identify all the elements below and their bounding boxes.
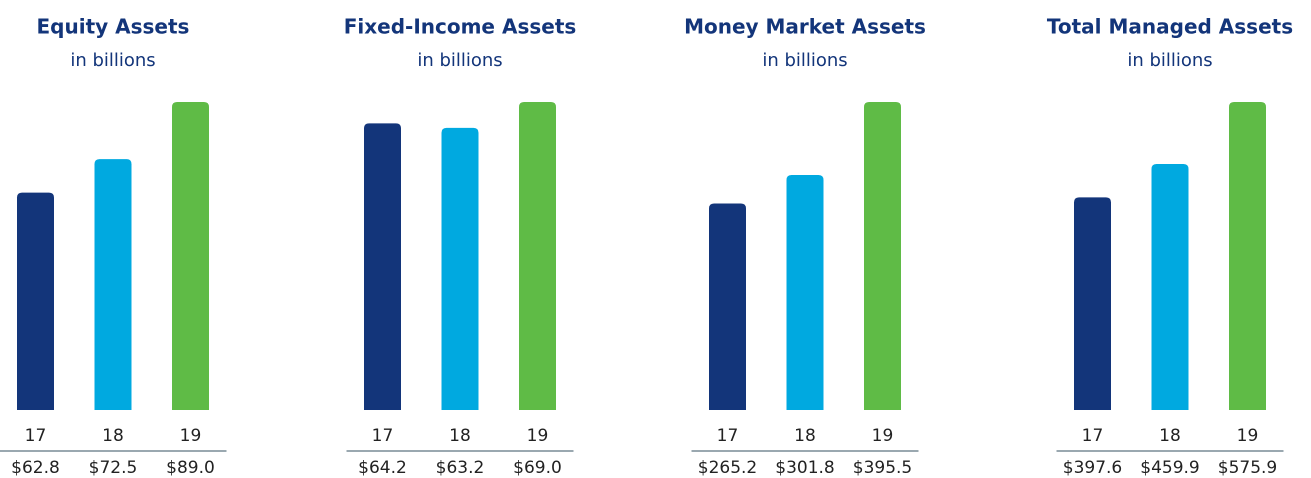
bar <box>1229 102 1266 410</box>
value-label: $397.6 <box>1063 458 1122 478</box>
chart-subtitle: in billions <box>762 50 847 71</box>
chart-title: Fixed-Income Assets <box>344 15 577 39</box>
value-label: $69.0 <box>513 458 562 478</box>
value-label: $301.8 <box>775 458 834 478</box>
bar <box>864 102 901 410</box>
x-tick-label: 19 <box>180 426 202 446</box>
x-tick-label: 18 <box>102 426 124 446</box>
chart-subtitle: in billions <box>70 50 155 71</box>
value-label: $265.2 <box>698 458 757 478</box>
chart-title: Total Managed Assets <box>1047 15 1293 39</box>
x-tick-label: 17 <box>372 426 394 446</box>
x-tick-label: 17 <box>717 426 739 446</box>
x-tick-label: 18 <box>794 426 816 446</box>
chart-title: Equity Assets <box>37 15 190 39</box>
value-label: $72.5 <box>89 458 138 478</box>
x-tick-label: 19 <box>527 426 549 446</box>
x-tick-label: 17 <box>1082 426 1104 446</box>
chart-subtitle: in billions <box>1127 50 1212 71</box>
x-tick-label: 19 <box>1237 426 1259 446</box>
value-label: $89.0 <box>166 458 215 478</box>
bar <box>441 127 479 410</box>
bar <box>786 174 824 410</box>
bar <box>1151 164 1189 410</box>
bar <box>364 123 401 410</box>
bar <box>94 159 132 410</box>
value-label: $63.2 <box>436 458 485 478</box>
value-label: $62.8 <box>11 458 60 478</box>
chart-subtitle: in billions <box>417 50 502 71</box>
bar <box>709 203 746 410</box>
value-label: $395.5 <box>853 458 912 478</box>
bar <box>1074 197 1111 410</box>
x-tick-label: 19 <box>872 426 894 446</box>
x-tick-label: 18 <box>1159 426 1181 446</box>
bar <box>172 102 209 410</box>
value-label: $575.9 <box>1218 458 1277 478</box>
x-tick-label: 17 <box>25 426 47 446</box>
value-label: $64.2 <box>358 458 407 478</box>
chart-title: Money Market Assets <box>684 15 926 39</box>
bar <box>17 192 54 410</box>
x-tick-label: 18 <box>449 426 471 446</box>
bar <box>519 102 556 410</box>
value-label: $459.9 <box>1140 458 1199 478</box>
